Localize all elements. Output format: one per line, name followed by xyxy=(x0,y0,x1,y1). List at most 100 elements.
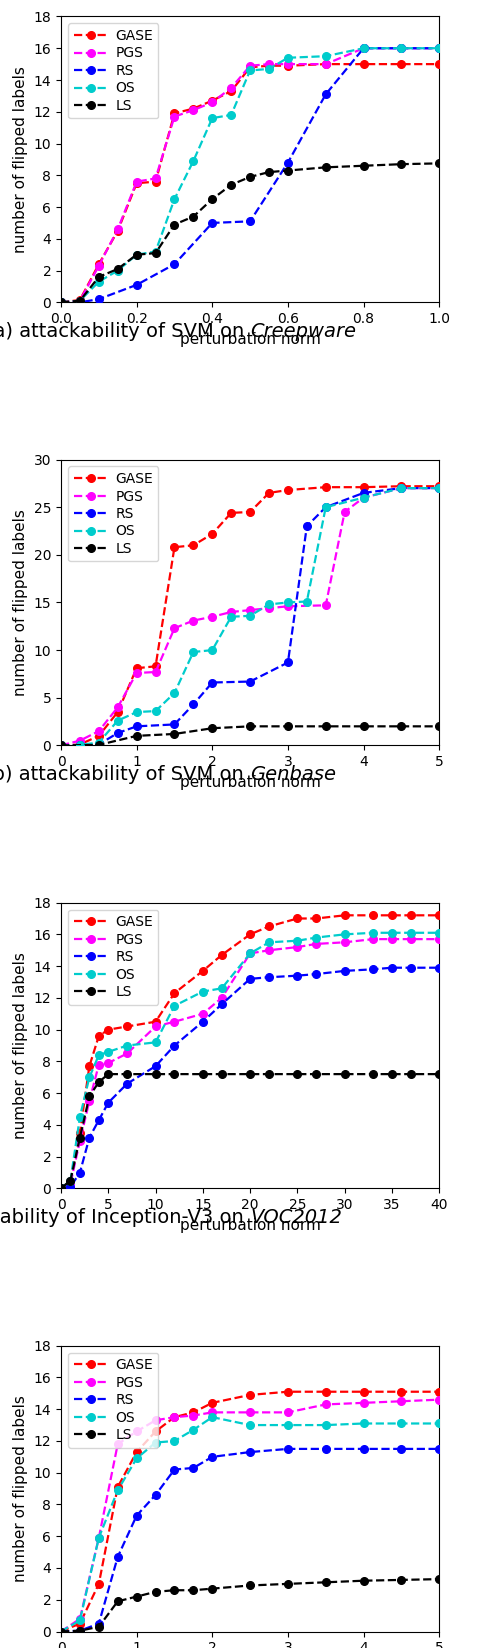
PGS xyxy=(134,1422,140,1442)
PGS xyxy=(247,944,253,964)
GASE xyxy=(266,916,272,936)
GASE xyxy=(370,905,376,925)
Text: Genbase: Genbase xyxy=(250,765,336,784)
RS xyxy=(96,735,102,755)
RS xyxy=(77,1622,83,1641)
LS xyxy=(209,190,215,209)
LS xyxy=(134,727,140,747)
GASE xyxy=(436,905,442,925)
RS xyxy=(323,498,329,517)
PGS xyxy=(172,1012,178,1032)
GASE xyxy=(77,1122,83,1142)
GASE xyxy=(58,735,64,755)
RS xyxy=(266,967,272,987)
GASE xyxy=(86,1056,92,1076)
GASE xyxy=(209,524,215,544)
GASE xyxy=(190,536,196,555)
GASE xyxy=(219,944,224,964)
OS xyxy=(153,1032,159,1051)
PGS xyxy=(96,722,102,742)
OS xyxy=(323,1416,329,1435)
PGS xyxy=(323,54,329,74)
PGS xyxy=(285,597,291,616)
LS xyxy=(105,1065,111,1084)
OS xyxy=(219,979,224,999)
LS xyxy=(58,1178,64,1198)
GASE xyxy=(285,56,291,76)
RS xyxy=(313,964,319,984)
PGS xyxy=(361,38,366,58)
LS xyxy=(398,155,404,175)
OS xyxy=(86,1068,92,1088)
PGS xyxy=(313,934,319,954)
GASE xyxy=(105,1020,111,1040)
OS xyxy=(172,190,178,209)
OS xyxy=(190,152,196,171)
LS xyxy=(323,1572,329,1592)
PGS xyxy=(190,1406,196,1426)
RS xyxy=(77,735,83,755)
OS xyxy=(67,1170,73,1190)
Line: LS: LS xyxy=(57,1575,443,1635)
GASE xyxy=(398,54,404,74)
RS xyxy=(398,38,404,58)
OS xyxy=(96,733,102,753)
GASE xyxy=(342,905,347,925)
PGS xyxy=(58,735,64,755)
LS xyxy=(247,1575,253,1595)
GASE xyxy=(153,656,159,676)
PGS xyxy=(190,101,196,120)
GASE xyxy=(172,537,178,557)
RS xyxy=(436,478,442,498)
LS xyxy=(96,735,102,755)
LS xyxy=(134,1587,140,1607)
LS xyxy=(153,1065,159,1084)
Y-axis label: number of flipped labels: number of flipped labels xyxy=(13,1396,28,1582)
Line: GASE: GASE xyxy=(57,911,443,1192)
RS xyxy=(105,1093,111,1112)
RS xyxy=(285,153,291,173)
GASE xyxy=(408,905,414,925)
OS xyxy=(115,710,121,730)
OS xyxy=(134,1449,140,1468)
PGS xyxy=(172,107,178,127)
LS xyxy=(389,1065,395,1084)
OS xyxy=(398,478,404,498)
PGS xyxy=(67,1173,73,1193)
RS xyxy=(408,957,414,977)
RS xyxy=(247,969,253,989)
PGS xyxy=(58,292,64,311)
Line: GASE: GASE xyxy=(57,1388,443,1635)
OS xyxy=(408,923,414,943)
LS xyxy=(77,1127,83,1147)
PGS xyxy=(436,1389,442,1409)
RS xyxy=(96,1111,102,1131)
RS xyxy=(209,1447,215,1467)
OS xyxy=(58,735,64,755)
PGS xyxy=(370,929,376,949)
RS xyxy=(190,1458,196,1478)
OS xyxy=(398,38,404,58)
OS xyxy=(436,1414,442,1434)
LS xyxy=(172,1580,178,1600)
RS xyxy=(58,735,64,755)
LS xyxy=(398,717,404,737)
RS xyxy=(209,672,215,692)
PGS xyxy=(86,1091,92,1111)
PGS xyxy=(115,219,121,239)
PGS xyxy=(153,662,159,682)
Line: OS: OS xyxy=(57,929,443,1192)
LS xyxy=(266,162,272,181)
Line: RS: RS xyxy=(57,485,443,750)
LS xyxy=(200,1065,206,1084)
Line: OS: OS xyxy=(57,1414,443,1635)
OS xyxy=(209,1407,215,1427)
LS xyxy=(124,1065,130,1084)
Y-axis label: number of flipped labels: number of flipped labels xyxy=(13,66,28,252)
RS xyxy=(58,1622,64,1641)
LS xyxy=(77,290,83,310)
LS xyxy=(153,244,159,264)
LS xyxy=(436,717,442,737)
RS xyxy=(58,1178,64,1198)
PGS xyxy=(153,168,159,188)
